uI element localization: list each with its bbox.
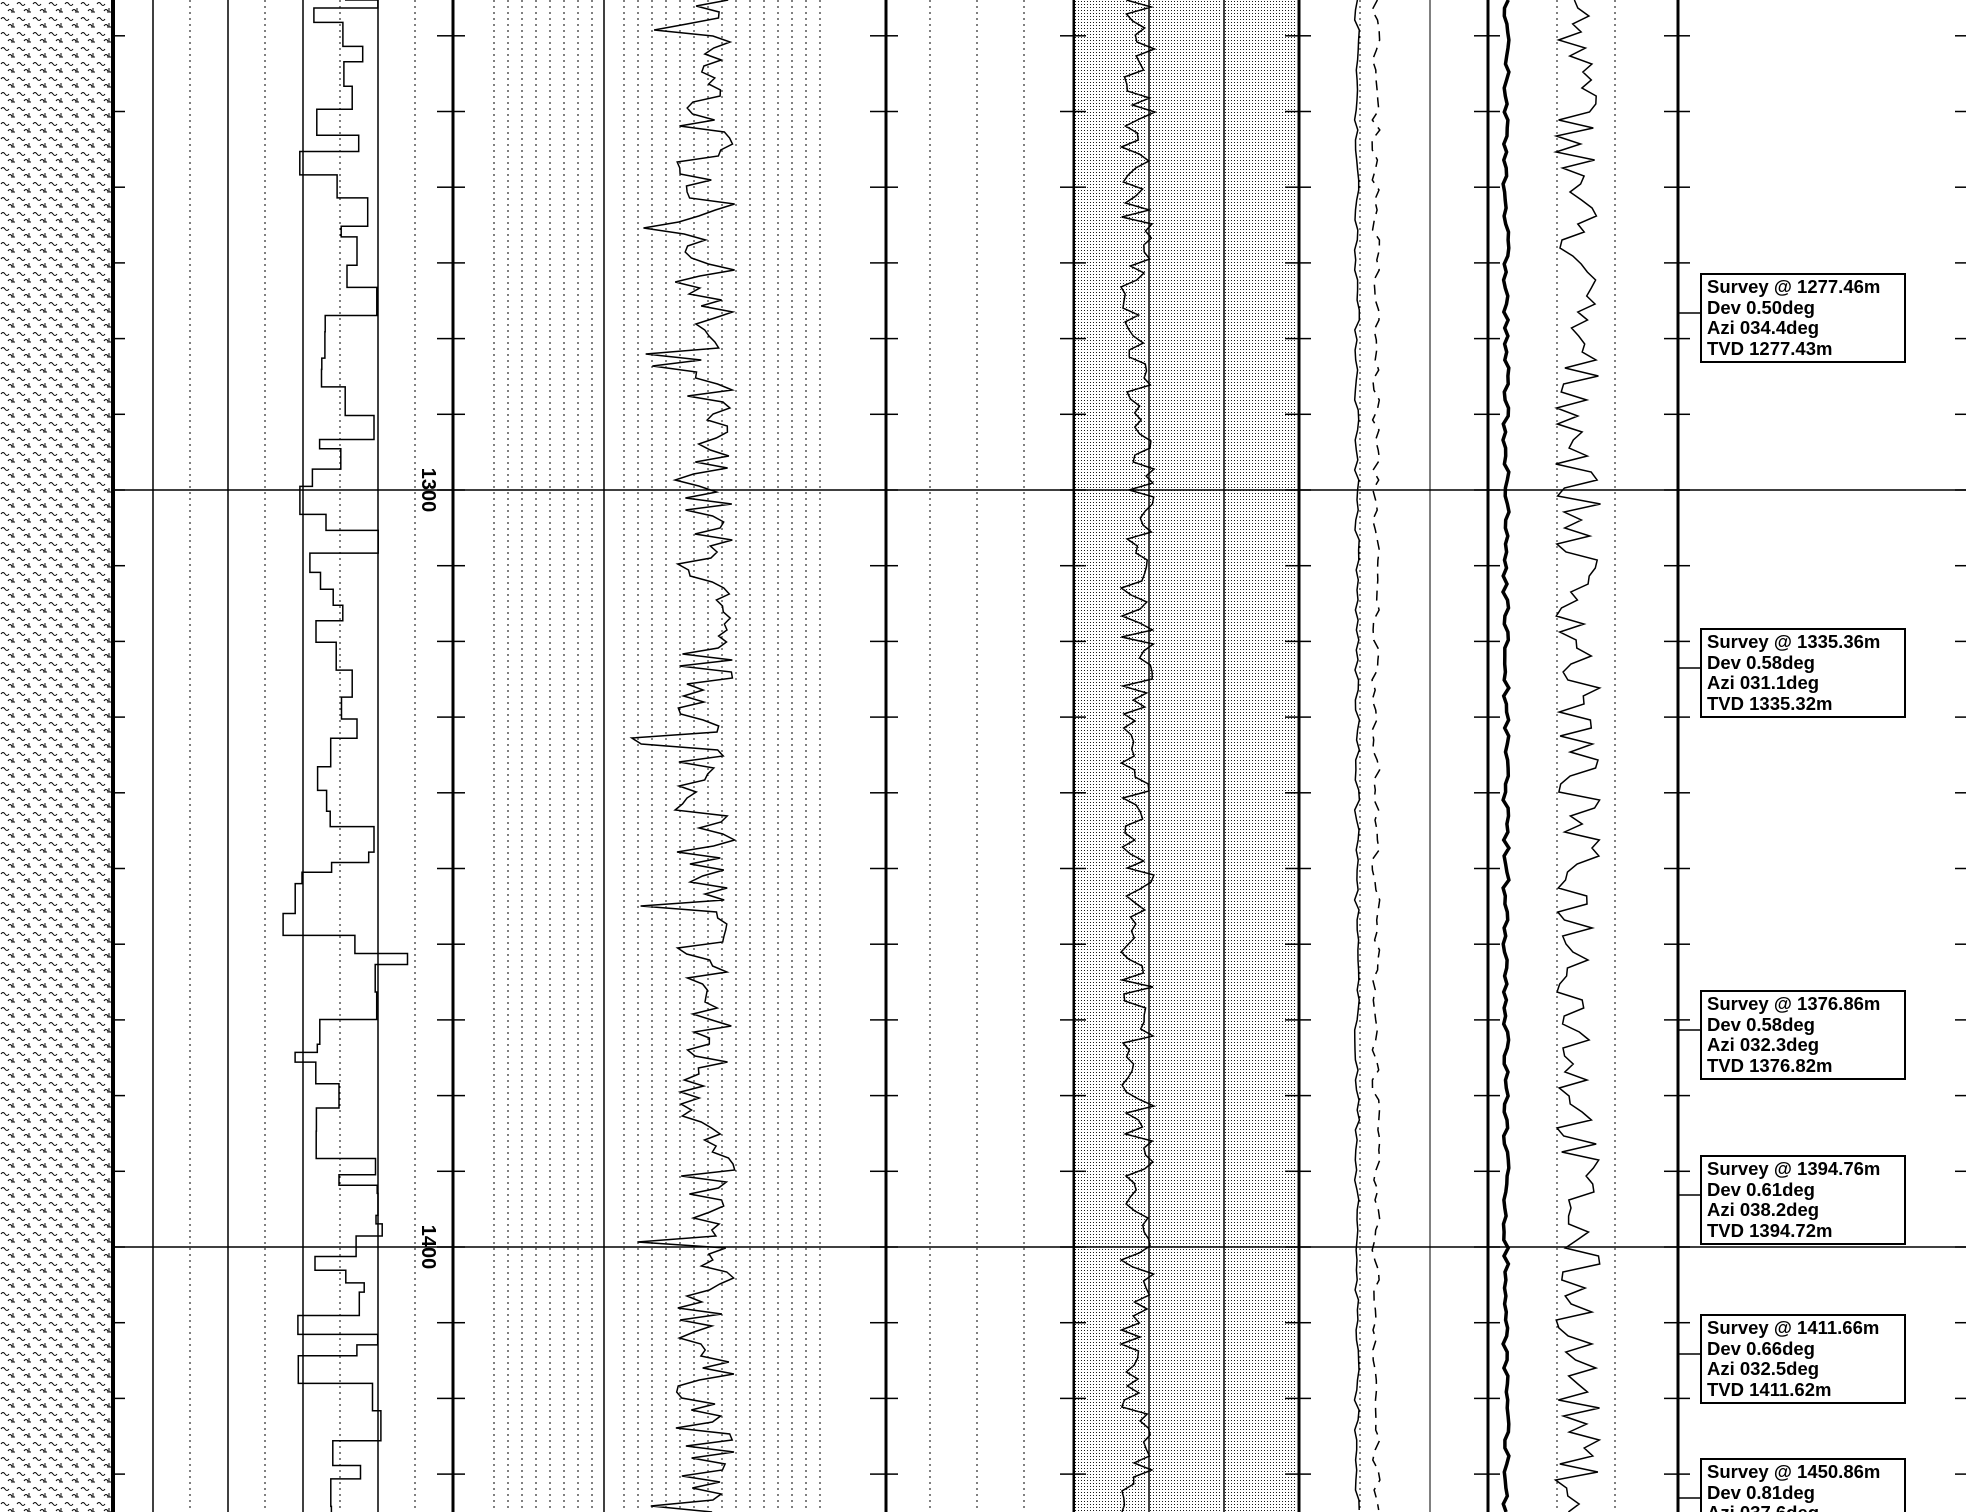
survey-azi: Azi 038.2deg (1707, 1199, 1820, 1220)
survey-title: Survey @ 1394.76m (1707, 1158, 1881, 1179)
survey-dev: Dev 0.58deg (1707, 651, 1815, 673)
survey-dev: Dev 0.66deg (1707, 1337, 1815, 1359)
curve-layer (282, 0, 1602, 1512)
resistivity-shallow-curve (1353, 0, 1361, 1511)
depth-label: 1300 (417, 467, 439, 513)
sonic-curve (1553, 0, 1602, 1512)
survey-box: Survey @ 1277.46m Dev 0.50deg Azi 034.4deg… (1700, 273, 1906, 363)
survey-azi: Azi 031.1deg (1707, 672, 1820, 693)
survey-azi: Azi 032.5deg (1707, 1358, 1820, 1379)
depth-label: 1400 (417, 1224, 439, 1270)
stipple-band (1225, 0, 1297, 1512)
survey-title: Survey @ 1277.46m (1707, 276, 1881, 297)
density-curve (1119, 0, 1158, 1512)
survey-tvd: TVD 1376.82m (1707, 1054, 1833, 1076)
resistivity-deep-curve (1371, 0, 1381, 1511)
survey-azi: Azi 034.4deg (1707, 317, 1820, 338)
gamma-curve (629, 0, 737, 1512)
stipple-band (1075, 0, 1147, 1512)
survey-box: Survey @ 1394.76m Dev 0.61deg Azi 038.2deg… (1700, 1155, 1906, 1245)
survey-tvd: TVD 1277.43m (1707, 337, 1833, 359)
survey-dev: Dev 0.50deg (1707, 296, 1815, 318)
survey-azi: Azi 037.6deg (1707, 1502, 1899, 1512)
survey-title: Survey @ 1450.86m (1707, 1461, 1881, 1482)
survey-azi: Azi 032.3deg (1707, 1034, 1820, 1055)
lithology-fill (0, 0, 112, 1512)
survey-box: Survey @ 1411.66m Dev 0.66deg Azi 032.5deg… (1700, 1314, 1906, 1404)
survey-dev: Dev 0.61deg (1707, 1178, 1815, 1200)
blocky-curve (282, 0, 409, 1512)
caliper-curve (1501, 0, 1511, 1512)
survey-box: Survey @ 1376.86m Dev 0.58deg Azi 032.3deg… (1700, 990, 1906, 1080)
survey-dev: Dev 0.58deg (1707, 1013, 1815, 1035)
survey-title: Survey @ 1376.86m (1707, 993, 1881, 1014)
stipple-band (1150, 0, 1222, 1512)
survey-box: Survey @ 1335.36m Dev 0.58deg Azi 031.1deg… (1700, 628, 1906, 718)
survey-title: Survey @ 1335.36m (1707, 631, 1881, 652)
survey-title: Survey @ 1411.66m (1707, 1317, 1880, 1338)
survey-dev: Dev 0.81deg (1707, 1481, 1815, 1503)
survey-tvd: TVD 1335.32m (1707, 692, 1833, 714)
survey-tvd: TVD 1394.72m (1707, 1219, 1833, 1241)
survey-tvd: TVD 1411.62m (1707, 1378, 1832, 1400)
